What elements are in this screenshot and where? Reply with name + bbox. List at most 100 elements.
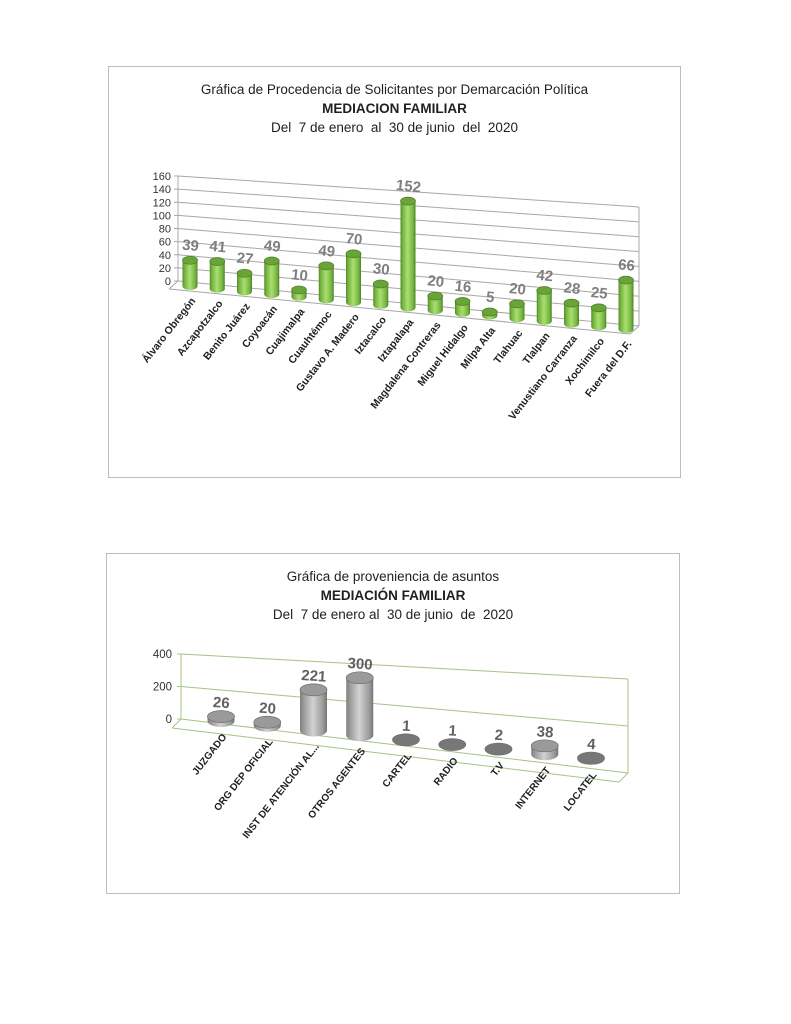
bar-tlalpan	[536, 286, 553, 325]
bar-cartel	[392, 733, 420, 747]
value-label: 4	[587, 736, 597, 754]
cylinder-cap	[400, 196, 416, 206]
chart2-period: Del 7 de enero al 30 de junio de 2020	[272, 607, 514, 622]
ytick-label: 140	[153, 184, 171, 196]
cylinder-body	[264, 261, 280, 295]
value-label: 39	[181, 237, 199, 256]
bar-fuera-del-d-f-	[618, 275, 634, 333]
bar-cuauht-moc	[318, 261, 335, 304]
floor-right-edge	[618, 772, 629, 783]
value-label: 1	[448, 722, 458, 740]
value-label: 5	[485, 289, 495, 307]
cylinder-cap	[182, 255, 198, 265]
cylinder-body	[455, 301, 470, 313]
cylinder-cap	[563, 298, 580, 308]
chart1-subtitle: MEDIACION FAMILIAR	[322, 101, 467, 116]
chart1-period: Del 7 de enero al 30 de junio del 2020	[271, 120, 518, 135]
bar-juzgado	[207, 710, 235, 727]
value-label: 66	[617, 256, 635, 275]
value-label: 38	[536, 723, 554, 741]
value-label: 70	[345, 230, 363, 249]
value-label: 16	[454, 278, 472, 297]
cylinder-cap	[509, 299, 525, 309]
bar-miguel-hidalgo	[454, 297, 471, 317]
value-label: 2	[494, 727, 504, 745]
cylinder-cap	[263, 256, 280, 266]
value-label: 10	[290, 266, 308, 285]
gridline	[180, 653, 629, 680]
bar-gustavo-a-madero	[345, 249, 362, 307]
bar-tlahuac	[509, 299, 525, 323]
value-label: 49	[318, 242, 336, 261]
cylinder-cap	[427, 291, 444, 301]
bar-venustiano-carranza	[563, 298, 580, 328]
ytick-label: 20	[159, 263, 171, 275]
chart2-title: Gráfica de proveniencia de asuntos	[286, 569, 500, 584]
value-label: 30	[372, 260, 390, 279]
value-label: 41	[209, 238, 227, 257]
cylinder-body	[536, 290, 552, 321]
cylinder-cap	[536, 286, 553, 295]
value-label: 28	[563, 279, 581, 298]
category-label: LOCATEL	[562, 770, 599, 813]
cylinder-body	[400, 201, 416, 308]
cylinder-cap	[345, 671, 374, 685]
cylinder-body	[318, 265, 334, 300]
bar-inst-de-atenci-n-al-	[299, 683, 328, 737]
category-label: RADIO	[432, 756, 461, 788]
value-label: 1	[402, 718, 412, 736]
category-label: OTROS AGENTES	[306, 746, 368, 821]
cylinder-cap	[372, 279, 389, 289]
value-label: 20	[427, 272, 445, 291]
cylinder-body	[300, 689, 327, 731]
ytick-label: 200	[153, 682, 172, 694]
value-label: 152	[395, 177, 422, 197]
cylinder-cap	[318, 261, 335, 271]
gridline	[180, 686, 629, 727]
ytick-label: 160	[153, 171, 171, 183]
bar-milpa-alta	[481, 307, 498, 320]
floor-right-edge	[629, 325, 640, 335]
category-label: INTERNET	[514, 765, 553, 811]
cylinder-body	[564, 303, 579, 324]
chart2-subtitle: MEDIACIÓN FAMILIAR	[320, 588, 466, 603]
cylinder-body	[591, 307, 607, 327]
cylinder-body	[346, 677, 374, 736]
chart1-title-block: Gráfica de Procedencia de Solicitantes p…	[109, 67, 680, 137]
value-label: 26	[212, 694, 230, 712]
value-label: 25	[590, 284, 608, 303]
cylinder-body	[618, 280, 634, 329]
bar-coyoac-n	[263, 256, 280, 299]
ytick-label: 400	[153, 649, 172, 661]
cylinder-body	[346, 253, 361, 303]
floor-front-edge	[171, 727, 620, 783]
bar-radio	[438, 738, 467, 751]
ytick-label: 120	[153, 197, 171, 209]
cylinder-body	[209, 261, 225, 289]
cylinder-cap	[530, 739, 559, 753]
ytick-label: 0	[165, 276, 171, 288]
cylinder-cap	[481, 307, 498, 317]
ytick-label: 0	[166, 714, 172, 726]
axis-foot	[171, 718, 182, 729]
cylinder-cap	[236, 268, 253, 278]
bar-cuajimalpa	[291, 285, 307, 301]
value-label: 300	[347, 655, 373, 674]
axis-foot	[168, 280, 179, 290]
category-label: JUZGADO	[191, 732, 230, 777]
bar-t-v	[484, 742, 513, 756]
ytick-label: 100	[153, 210, 171, 222]
category-label: T.V	[489, 760, 507, 778]
cylinder-cap	[590, 303, 607, 313]
bar-org-dep-oficial	[253, 715, 282, 732]
cylinder-cap	[291, 285, 307, 295]
bar-locatel	[577, 751, 605, 765]
cylinder-body	[373, 283, 389, 305]
cylinder-cap	[299, 683, 328, 697]
category-label: Álvaro Obregón	[139, 295, 198, 366]
cylinder-cap	[438, 738, 467, 751]
ytick-label: 40	[159, 250, 171, 262]
